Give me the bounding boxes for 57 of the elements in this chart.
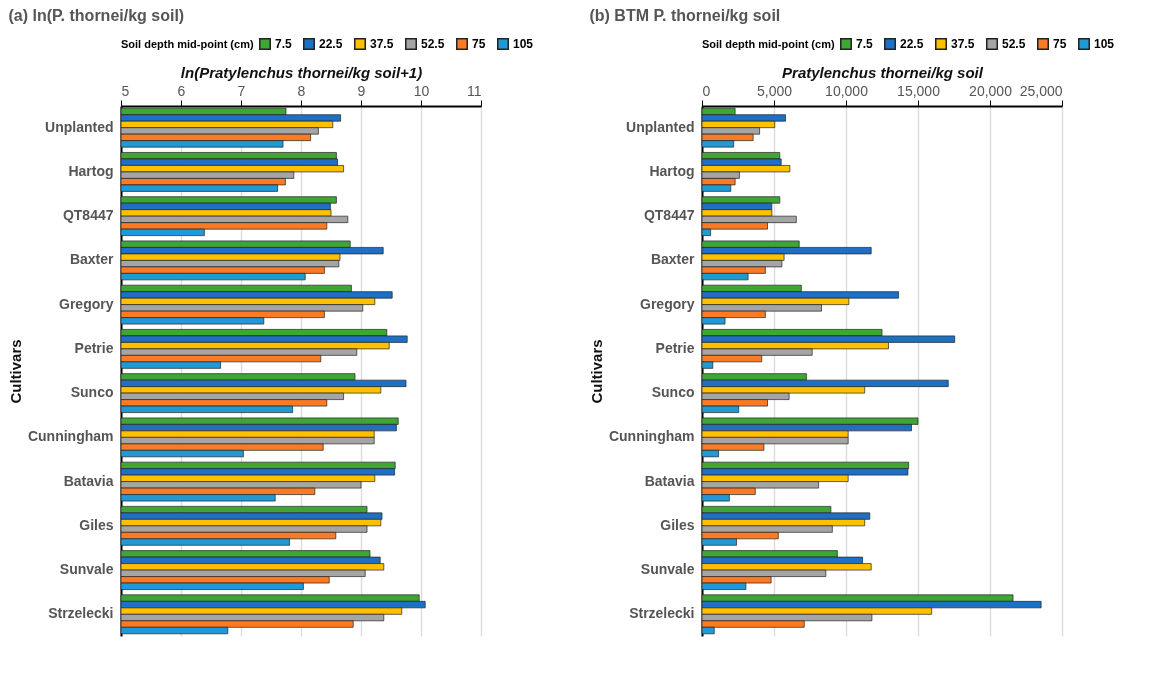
x-tick-label: 7 — [237, 82, 246, 99]
legend-label: 22.5 — [319, 37, 343, 51]
y-tick-label: Sunco — [70, 384, 114, 401]
y-tick-label: Strzelecki — [48, 605, 114, 622]
x-tick-label: 20,000 — [969, 82, 1013, 99]
x-tick-label: 6 — [177, 82, 186, 99]
legend-label: 105 — [1094, 37, 1115, 51]
legend-label: 75 — [472, 37, 486, 51]
y-tick-label: Unplanted — [45, 118, 114, 135]
y-tick-label: Baxter — [650, 251, 696, 268]
y-tick-label: Giles — [79, 516, 114, 533]
x-axis-title: ln(Pratylenchus thornei/kg soil+1) — [180, 63, 423, 81]
y-tick-label: Gregory — [640, 295, 695, 312]
y-tick-label: Sunco — [651, 384, 695, 401]
y-tick-label: Hartog — [649, 162, 695, 179]
y-tick-label: Sunvale — [640, 561, 695, 578]
legend-label: 7.5 — [856, 37, 874, 51]
legend-title: Soil depth mid-point (cm) — [702, 38, 835, 50]
y-tick-label: Cunningham — [27, 428, 114, 445]
y-axis-title: Cultivars — [587, 339, 605, 404]
x-tick-label: 8 — [297, 82, 306, 99]
y-tick-label: Batavia — [63, 472, 114, 489]
y-tick-label: Baxter — [69, 251, 115, 268]
y-tick-label: Batavia — [644, 472, 695, 489]
y-tick-label: Cunningham — [608, 428, 695, 445]
legend-label: 105 — [513, 37, 534, 51]
y-axis-title: Cultivars — [6, 339, 24, 404]
y-tick-label: Hartog — [68, 162, 114, 179]
legend-label: 52.5 — [1002, 37, 1026, 51]
y-tick-label: QT8447 — [643, 207, 695, 224]
legend-label: 22.5 — [900, 37, 924, 51]
legend-label: 37.5 — [370, 37, 394, 51]
legend-title: Soil depth mid-point (cm) — [121, 38, 254, 50]
y-tick-label: Petrie — [74, 339, 114, 356]
y-tick-label: QT8447 — [62, 207, 114, 224]
y-tick-label: Strzelecki — [629, 605, 695, 622]
y-tick-label: Unplanted — [626, 118, 695, 135]
x-tick-label: 10 — [413, 82, 430, 99]
y-tick-label: Petrie — [655, 339, 695, 356]
x-tick-label: 5,000 — [756, 82, 793, 99]
chart-title: (a) ln(P. thornei/kg soil) — [8, 7, 185, 24]
legend-label: 37.5 — [951, 37, 975, 51]
y-tick-label: Gregory — [59, 295, 114, 312]
x-tick-label: 5 — [121, 82, 130, 99]
x-tick-label: 15,000 — [897, 82, 941, 99]
x-tick-label: 25,000 — [1019, 82, 1063, 99]
y-tick-label: Giles — [660, 516, 695, 533]
x-tick-label: 0 — [702, 82, 711, 99]
y-tick-label: Sunvale — [59, 561, 114, 578]
chart-title: (b) BTM P. thornei/kg soil — [589, 7, 781, 24]
x-axis-title: Pratylenchus thornei/kg soil — [782, 63, 984, 81]
legend-label: 7.5 — [275, 37, 293, 51]
x-tick-label: 10,000 — [825, 82, 869, 99]
legend-label: 75 — [1053, 37, 1067, 51]
x-tick-label: 9 — [357, 82, 366, 99]
legend-label: 52.5 — [421, 37, 445, 51]
x-tick-label: 11 — [466, 82, 482, 99]
